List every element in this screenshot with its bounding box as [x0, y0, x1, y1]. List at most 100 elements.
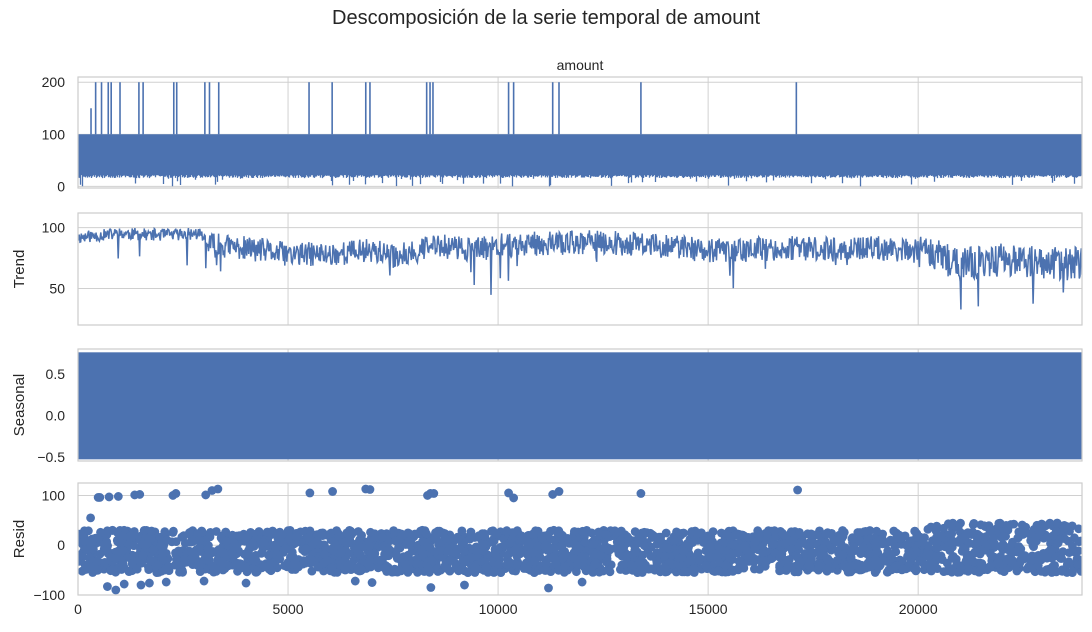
resid-point [660, 551, 669, 561]
resid-point [639, 527, 649, 537]
resid-point [911, 563, 921, 573]
y-tick-label: 200 [42, 74, 66, 90]
resid-point [438, 528, 448, 538]
resid-point [312, 536, 322, 546]
resid-outlier-point [135, 490, 145, 499]
panel-title: amount [557, 57, 604, 73]
resid-point [871, 538, 881, 547]
resid-point [277, 530, 287, 540]
resid-point [307, 555, 316, 564]
x-tick-label: 0 [74, 601, 82, 617]
resid-point [118, 545, 128, 555]
resid-point [775, 552, 785, 562]
resid-point [574, 544, 583, 553]
resid-point [364, 541, 374, 551]
resid-point [807, 534, 817, 544]
resid-point [336, 548, 346, 558]
resid-point [117, 531, 127, 541]
resid-point [96, 527, 105, 537]
resid-point [470, 562, 480, 572]
resid-point [490, 549, 500, 558]
resid-point [84, 526, 93, 536]
resid-point [95, 549, 105, 559]
resid-point [1076, 559, 1082, 569]
resid-point [719, 538, 729, 548]
resid-point [596, 551, 605, 561]
resid-point [1057, 566, 1067, 576]
resid-point [1047, 545, 1056, 555]
resid-point [457, 526, 467, 536]
resid-point [786, 527, 796, 537]
resid-point [804, 561, 814, 570]
resid-point [396, 566, 406, 576]
y-tick-label: 0.0 [46, 407, 66, 423]
resid-point [533, 541, 543, 551]
resid-point [705, 552, 715, 562]
resid-point [402, 551, 412, 561]
resid-point [540, 542, 550, 552]
resid-point [488, 526, 498, 536]
resid-outlier-point [429, 489, 439, 498]
resid-point [247, 538, 257, 548]
resid-point [684, 557, 694, 566]
resid-point [660, 562, 669, 572]
panel-seasonal: −0.5 0.0 0.5 Seasonal [11, 348, 1083, 465]
resid-point [550, 544, 560, 553]
resid-point [264, 550, 273, 560]
panel-frame [77, 348, 1083, 462]
resid-point [976, 520, 986, 530]
resid-point [903, 539, 912, 549]
resid-point [528, 529, 538, 539]
resid-point [318, 531, 327, 540]
resid-point [1064, 557, 1074, 567]
resid-point [418, 549, 428, 559]
resid-low-point [544, 583, 553, 593]
resid-point [601, 557, 611, 567]
resid-point [342, 528, 352, 538]
resid-point [587, 528, 597, 538]
resid-point [100, 558, 110, 567]
resid-point [646, 551, 656, 561]
resid-point [725, 532, 735, 542]
resid-point [529, 548, 538, 557]
resid-point [366, 527, 375, 537]
resid-point [589, 539, 598, 549]
resid-point [861, 527, 871, 536]
resid-point [570, 527, 579, 536]
resid-point [701, 561, 710, 570]
plot-area-observed [78, 82, 1082, 187]
resid-point [323, 556, 332, 565]
resid-point [626, 560, 636, 570]
resid-point [733, 548, 743, 558]
panel-resid: −100 0 100 Resid 0 5000 10000 15000 20000 [11, 482, 1083, 617]
resid-point [1064, 548, 1074, 557]
resid-point [373, 563, 383, 573]
resid-point [203, 544, 213, 554]
resid-point [530, 557, 540, 566]
resid-point [594, 527, 603, 537]
resid-point [947, 554, 957, 563]
resid-point [519, 564, 529, 573]
resid-point [169, 526, 178, 536]
resid-point [241, 533, 250, 543]
resid-point [796, 557, 806, 566]
resid-point [948, 538, 957, 547]
resid-point [235, 559, 245, 568]
resid-point [754, 530, 764, 540]
resid-point [413, 568, 422, 577]
resid-points [78, 484, 1082, 595]
resid-point [549, 552, 558, 562]
resid-point [954, 538, 964, 547]
resid-outlier-point [365, 485, 375, 494]
resid-point [942, 566, 952, 576]
y-tick-label: 0 [57, 537, 65, 553]
resid-point [882, 567, 892, 577]
resid-low-point [103, 582, 112, 591]
resid-point [1051, 527, 1061, 536]
resid-point [742, 546, 751, 555]
resid-point [800, 549, 810, 558]
resid-point [482, 562, 491, 572]
resid-point [964, 550, 974, 560]
resid-outlier-point [201, 490, 211, 500]
resid-point [1057, 554, 1066, 563]
